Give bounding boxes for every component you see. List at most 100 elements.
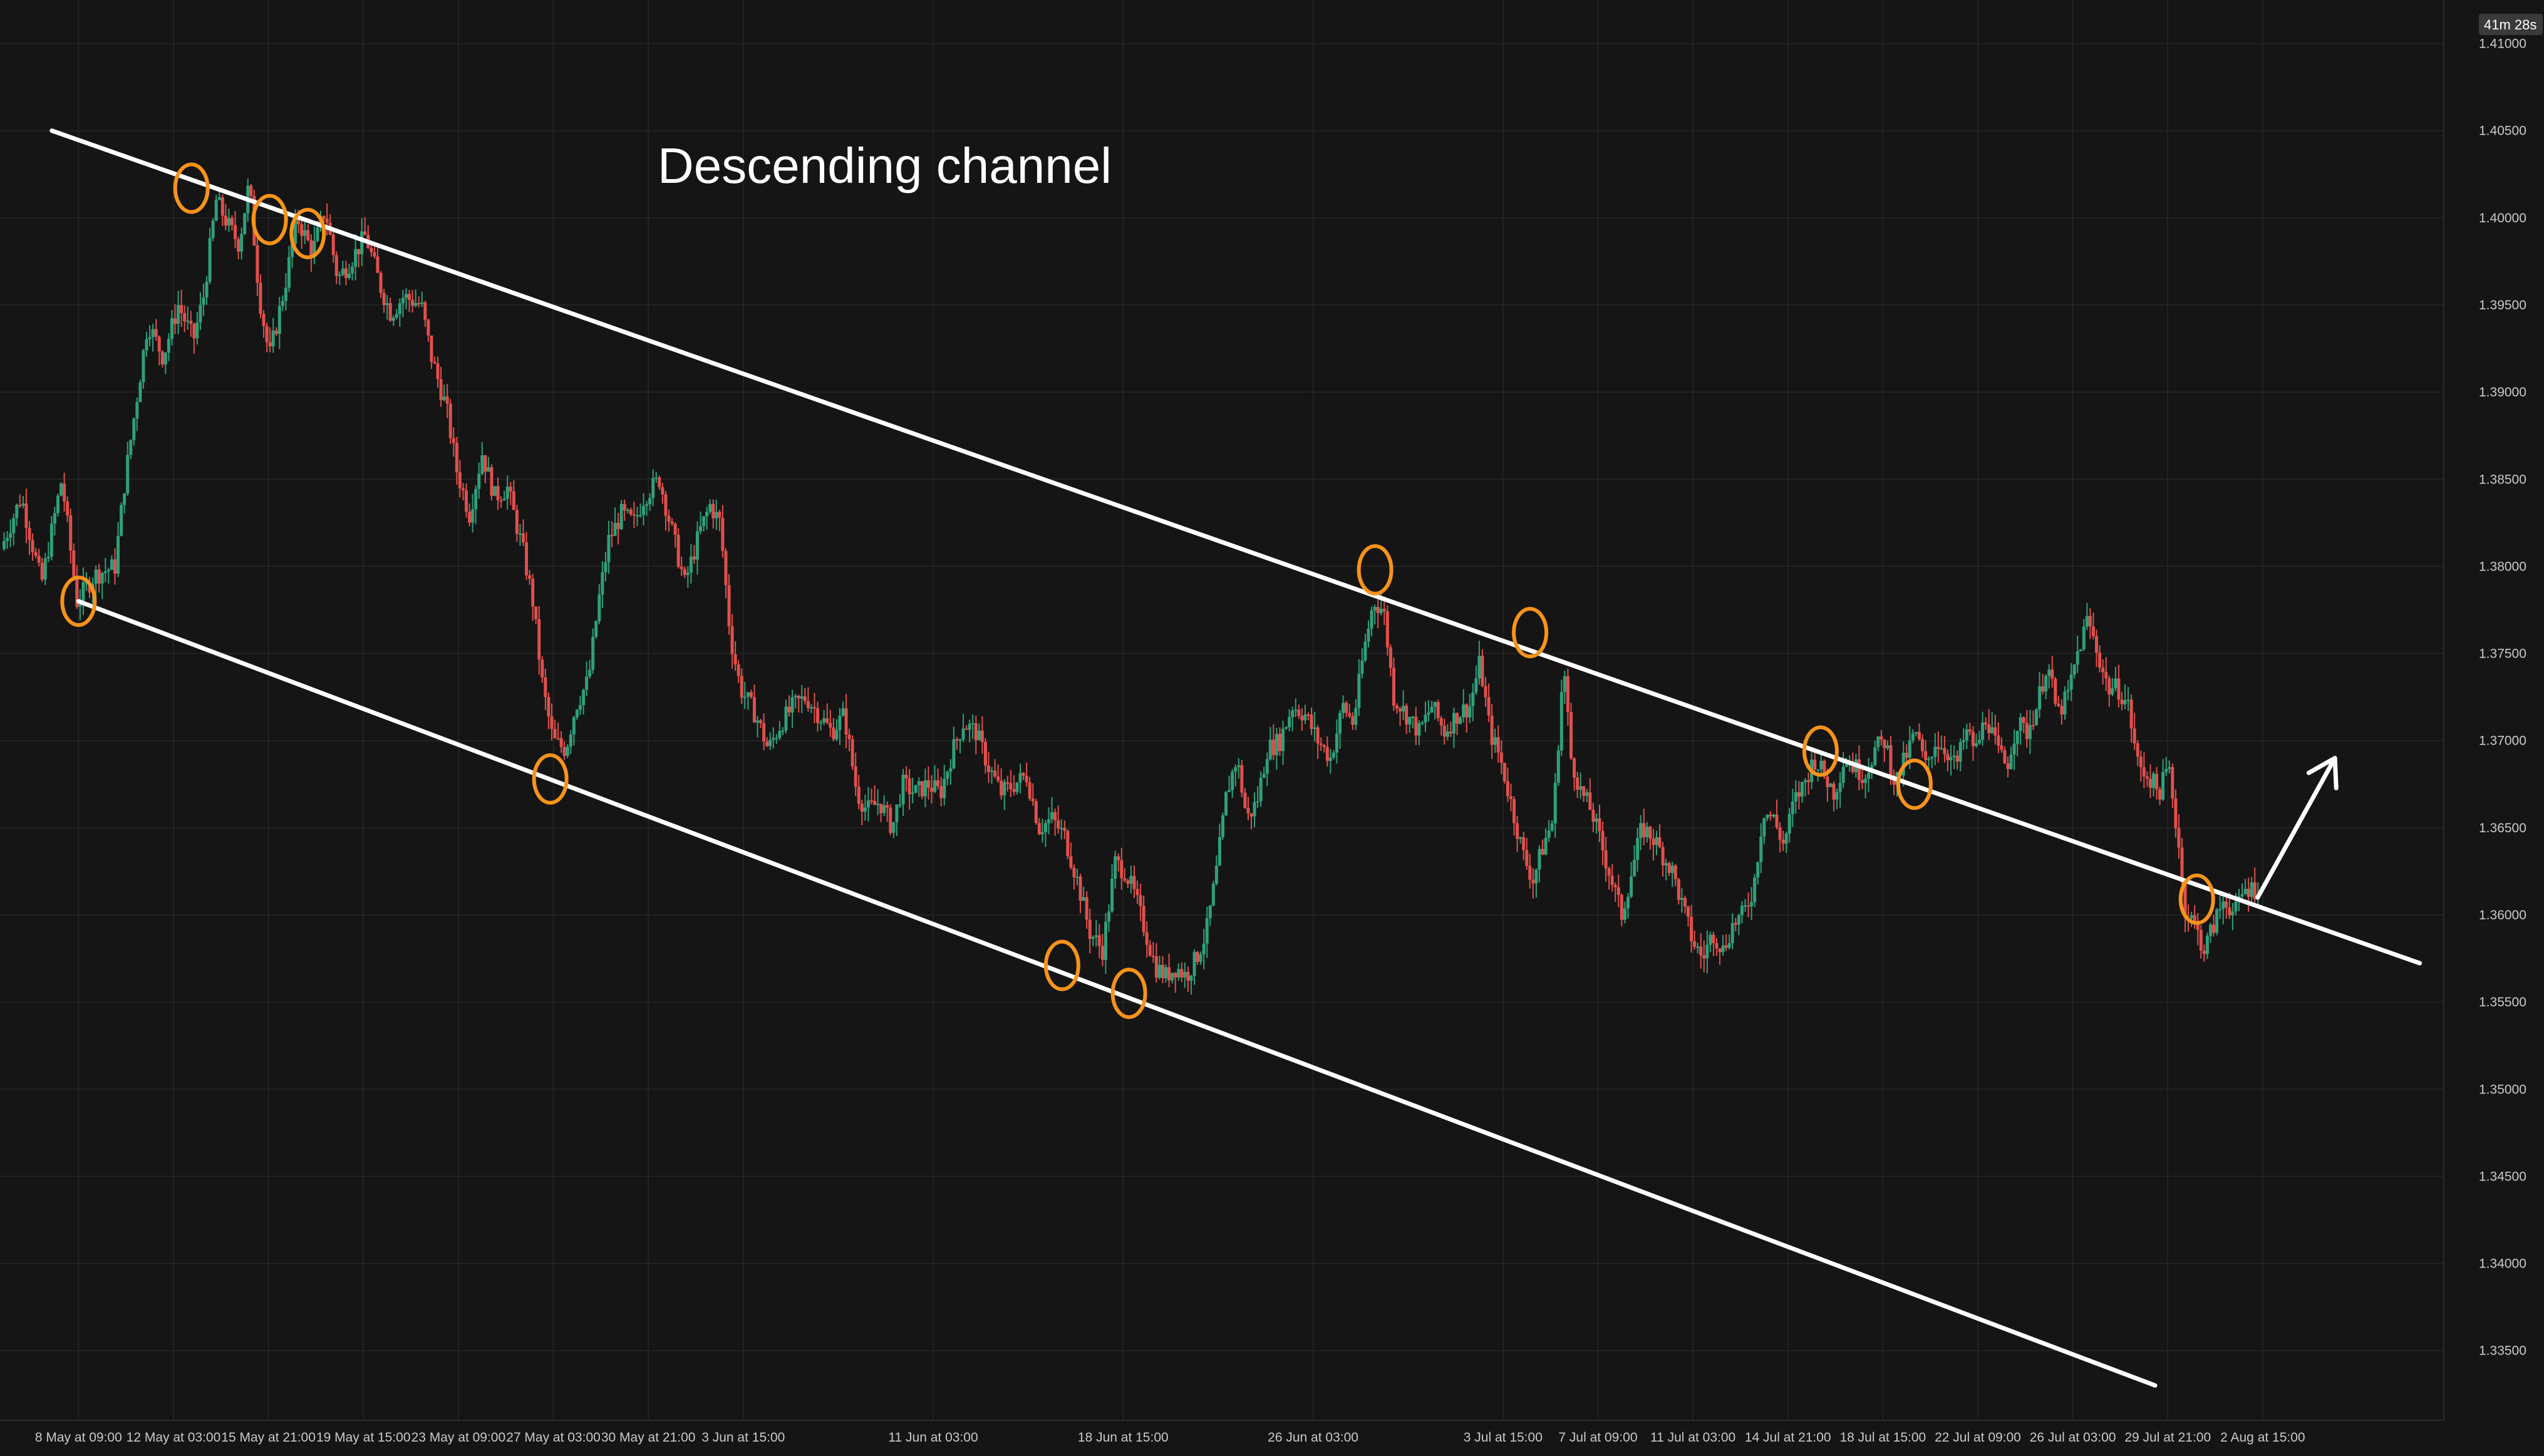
candle-body [477,473,481,489]
candle-body [1420,722,1424,724]
candle-body [1883,740,1886,748]
candle-body [1800,782,1804,797]
candle-body [1936,746,1940,749]
descending-channel[interactable] [49,128,2422,1388]
candle-body [806,701,810,708]
candle-body [1028,782,1032,799]
candle-body [1313,727,1316,729]
candle-body [2047,669,2051,676]
candle-body [1762,818,1766,837]
candle-body [2174,798,2178,829]
candle-body [1756,862,1760,878]
candle-body [192,324,196,339]
candle-body [1747,905,1750,907]
candle-body [461,488,465,491]
candle-body [635,515,639,517]
candle-body [673,524,677,535]
candle-body [452,438,455,443]
candle-body [547,697,551,717]
candle-body [2190,915,2193,919]
candle-body [528,575,532,579]
time-tick-label: 15 May at 21:00 [221,1430,316,1445]
candle-body [1402,705,1405,712]
time-tick-label: 30 May at 21:00 [601,1430,696,1445]
candle-body [1787,813,1791,834]
candle-body [857,787,861,804]
candle-body [889,807,892,833]
candle-body [1490,715,1494,745]
time-axis[interactable]: 8 May at 09:00 12 May at 03:00 15 May at 2… [0,1420,2544,1453]
candle-body [341,268,344,275]
candle-body [904,774,908,778]
candle-body [1819,760,1823,770]
candle-body [167,339,170,353]
candle-body [1889,745,1893,776]
candle-body [2019,717,2022,731]
candle-body [344,268,348,278]
candle-body [790,697,794,713]
price-axis[interactable]: 1.41000 1.40500 1.40000 1.39500 1.39000 1.385… [2443,0,2544,1453]
candle-body [1154,956,1158,978]
candle-body [632,514,636,516]
candle-body [411,299,415,306]
candle-body [2104,672,2108,679]
candle-body [1192,952,1196,976]
candle-body [986,765,990,772]
candle-body [1040,832,1044,835]
candle-body [692,556,696,560]
candle-body [825,718,829,723]
candle-body [1781,839,1785,844]
candlestick-series [3,178,2260,995]
candle-body [373,252,376,257]
candle-body [923,780,927,797]
channel-lower-line[interactable] [76,599,2158,1388]
candle-body [626,509,629,511]
candle-body [1221,815,1225,837]
candle-body [2054,678,2057,704]
candle-body [69,515,73,551]
candle-body [531,579,535,607]
candle-body [1379,609,1383,613]
candle-body [1981,722,1985,740]
candle-body [1794,792,1797,802]
candle-body [974,723,978,740]
candle-body [177,305,180,324]
candle-body [1576,777,1580,790]
candle-body [100,573,104,584]
candle-body [1648,827,1652,839]
candle-body [1499,752,1503,763]
candle-body [1271,740,1275,755]
candle-body [920,781,924,797]
candle-body [170,318,173,339]
candle-body [474,488,478,510]
candle-body [408,294,411,300]
candle-body [1496,737,1500,753]
candle-body [898,804,902,806]
candle-body [639,515,643,517]
candle-body [21,503,25,506]
candle-body [468,512,472,523]
breakout-arrow[interactable] [2255,756,2339,900]
time-axis-background [0,1420,2544,1453]
touch-marker-1 [251,194,288,245]
candle-body [866,800,870,808]
candle-body [847,735,851,740]
candle-body [1265,759,1269,774]
candle-body [1281,728,1285,751]
candle-body [1414,716,1418,736]
candle-body [1031,798,1035,802]
candle-body [971,723,975,725]
candle-body [2136,743,2139,757]
candle-body [1452,713,1456,734]
candle-body [227,218,230,226]
annotation-descending-channel[interactable]: Descending channel [658,138,1112,194]
candle-body [445,396,449,404]
candle-body [1427,712,1430,715]
candle-body [1797,792,1801,797]
candle-body [2199,929,2203,951]
candle-body [2133,728,2136,744]
candle-body [274,330,278,334]
channel-upper-line[interactable] [49,128,2422,966]
candle-body [2243,889,2247,895]
